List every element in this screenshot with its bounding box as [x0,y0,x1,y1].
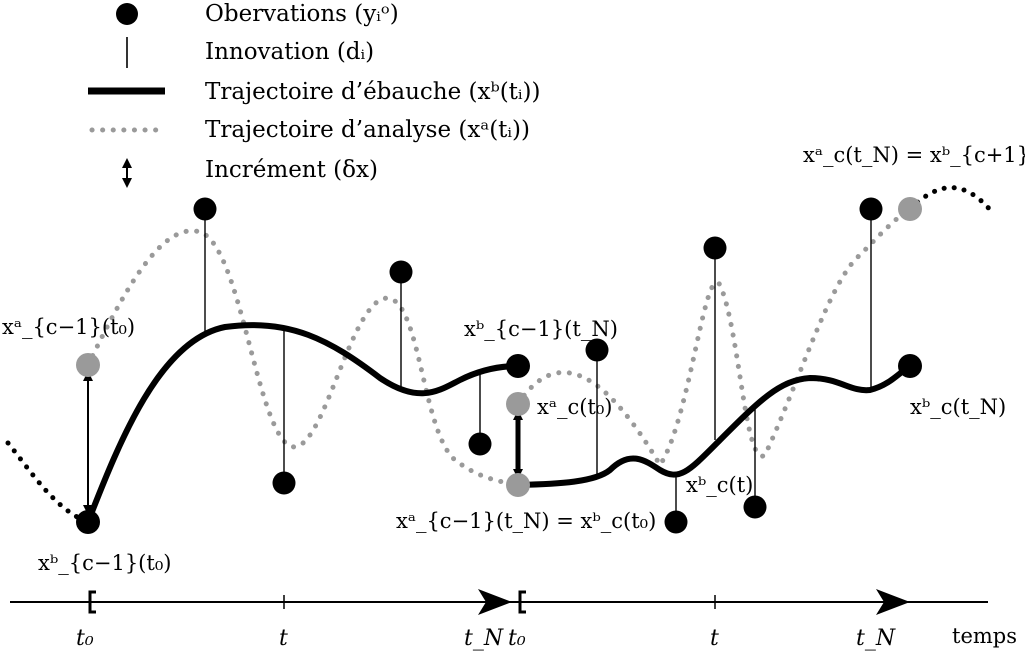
label-xa-prev-t0: xᵃ_{c−1}(t₀) [2,315,135,339]
legend-background: Trajectoire d’ébauche (xᵇ(tᵢ)) [205,79,540,105]
label-top-right: xᵃ_c(t_N) = xᵇ_{c+1}(t₀) [803,143,1025,167]
analysis-junction-point [506,473,530,497]
legend-observation-symbol [116,3,138,25]
label-junction: xᵃ_{c−1}(t_N) = xᵇ_c(t₀) [396,509,656,533]
observation-point [273,472,296,495]
innovations [205,209,871,522]
tick-label-t: t [279,626,288,651]
observation-point [744,496,767,519]
background-initial-point [76,510,100,534]
previous-cycle-continuation [8,443,88,522]
next-cycle-continuation [910,188,992,212]
observation-point [194,198,217,221]
background-final-point [506,354,530,378]
background-trajectory-cycle-1 [88,325,518,522]
label-xb-prev-tN: xᵇ_{c−1}(t_N) [464,317,618,341]
observation-point [390,261,413,284]
label-xb-c-t: xᵇ_c(t) [686,473,753,497]
legend-increment: Incrément (δx) [205,157,378,183]
label-xb-c-tN: xᵇ_c(t_N) [910,395,1006,419]
background-final-point [898,354,922,378]
legend-observations: Obervations (yᵢᵒ) [205,1,399,27]
observation-point [469,433,492,456]
tick-label-t: t [710,626,719,651]
time-axis: t₀ t t_N t₀ t t_N temps [10,589,1017,651]
analysis-trajectory-cycle-1 [88,231,518,485]
tick-label-t0: t₀ [508,626,526,651]
tick-label-t0: t₀ [76,626,94,651]
legend-analysis: Trajectoire d’analyse (xᵃ(tᵢ)) [205,117,530,143]
tick-label-tN: t_N [856,626,896,651]
legend: Obervations (yᵢᵒ) Innovation (dᵢ) Trajec… [88,1,540,186]
analysis-initial-point [76,353,100,377]
analysis-final-point [898,197,922,221]
legend-innovation: Innovation (dᵢ) [205,39,374,65]
observation-point [586,339,609,362]
background-trajectory-cycle-2 [518,366,910,485]
label-xb-prev-t0: xᵇ_{c−1}(t₀) [38,551,171,575]
analysis-initial-point [506,392,530,416]
label-xa-c-t0: xᵃ_c(t₀) [537,395,612,419]
analysis-points [76,197,922,497]
observation-point [860,198,883,221]
observation-point [665,511,688,534]
observation-point [704,237,727,260]
tick-label-tN: t_N [464,626,504,651]
axis-name: temps [952,624,1017,648]
